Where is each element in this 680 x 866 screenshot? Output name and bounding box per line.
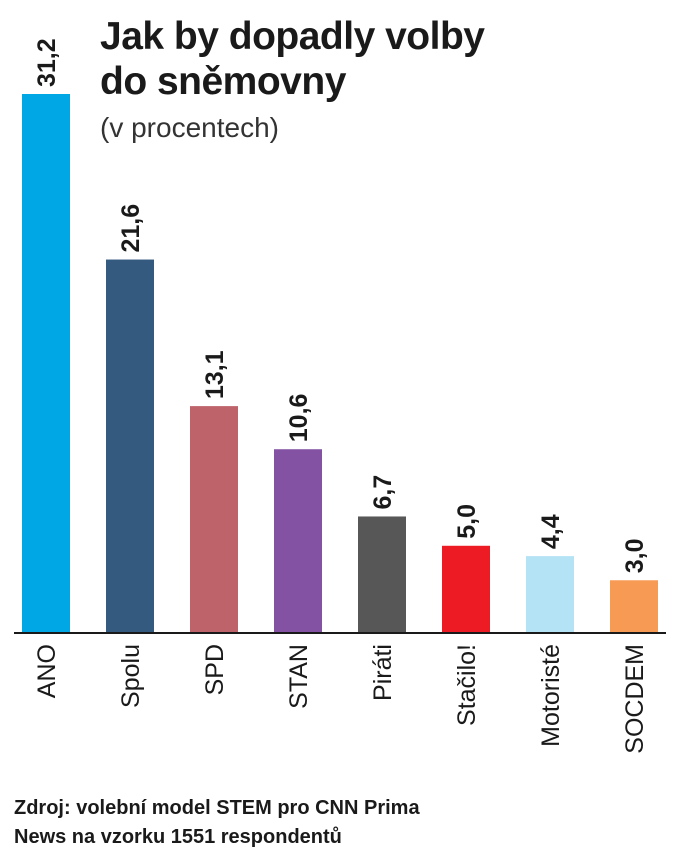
source-line-2: News na vzorku 1551 respondentů	[14, 826, 342, 848]
bar-stan	[274, 449, 322, 632]
bar-motorist-	[526, 556, 574, 632]
chart-subtitle: (v procentech)	[100, 112, 279, 143]
bar-socdem	[610, 580, 658, 632]
category-label: Spolu	[117, 644, 145, 708]
chart-title-line-2: do sněmovny	[100, 60, 346, 103]
value-label: 3,0	[621, 539, 649, 574]
bar-chart: 31,2 ANO 21,6 Spolu 13,1 SPD 10,6 STAN 6,7 Piráti…	[14, 38, 666, 754]
value-label: 13,1	[201, 350, 229, 399]
category-label: Piráti	[369, 644, 397, 701]
source-line-1: Zdroj: volební model STEM pro CNN Prima	[14, 797, 420, 819]
bar-ano	[22, 94, 70, 632]
category-label: ANO	[33, 644, 61, 698]
category-label: STAN	[285, 644, 313, 709]
value-label: 5,0	[453, 504, 481, 539]
category-label: Stačilo!	[453, 644, 481, 726]
value-label: 4,4	[537, 514, 565, 549]
category-label: SPD	[201, 644, 229, 695]
value-label: 31,2	[33, 38, 61, 87]
value-label: 10,6	[285, 394, 313, 443]
chart-title-line-1: Jak by dopadly volby	[100, 15, 485, 58]
source-note: Zdroj: volební model STEM pro CNN Prima …	[14, 794, 654, 852]
value-label: 21,6	[117, 204, 145, 253]
bar-spd	[190, 406, 238, 632]
bar-sta-ilo-	[442, 545, 490, 632]
chart-title: Jak by dopadly volby do sněmovny	[100, 14, 660, 104]
bar-spolu	[106, 259, 154, 632]
category-label: SOCDEM	[621, 644, 649, 754]
bar-pir-ti	[358, 516, 406, 632]
category-label: Motoristé	[537, 644, 565, 747]
value-label: 6,7	[369, 475, 397, 510]
